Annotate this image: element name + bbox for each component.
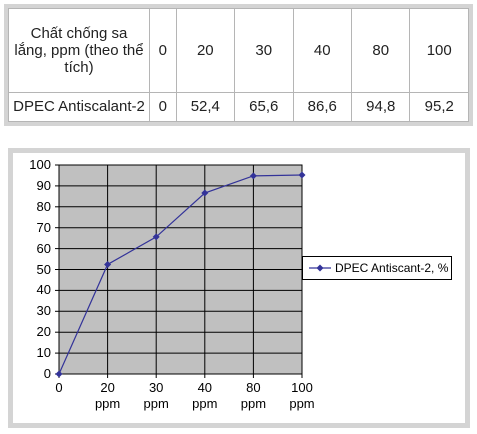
data-point <box>249 172 257 180</box>
table-cell: 0 <box>149 91 177 123</box>
y-tick-label: 40 <box>36 282 51 298</box>
chart-svg <box>55 164 306 378</box>
table-cell: 95,2 <box>409 91 469 123</box>
y-tick-label: 80 <box>36 198 51 214</box>
legend-label: DPEC Antiscant-2, % <box>335 261 449 275</box>
table-cell: 52,4 <box>175 91 236 123</box>
table-row: Chất chống sa lắng, ppm (theo thể tích) … <box>8 8 469 93</box>
legend: DPEC Antiscant-2, % <box>302 256 452 280</box>
table-frame: Chất chống sa lắng, ppm (theo thể tích) … <box>4 4 473 126</box>
data-point <box>201 189 209 197</box>
y-tick-label: 90 <box>36 177 51 193</box>
y-tick-label: 20 <box>36 324 51 340</box>
table-cell: 0 <box>149 8 177 93</box>
x-tick-label: 100 ppm <box>289 380 315 411</box>
data-point <box>298 171 306 179</box>
table-row: DPEC Antiscalant-2 0 52,4 65,6 86,6 94,8… <box>8 91 469 123</box>
table-cell: 94,8 <box>350 91 411 123</box>
chart: 0 10 20 30 40 50 60 70 80 90 100 0 20 ppm 30 ppm 40 pp… <box>8 148 470 428</box>
data-line <box>58 174 303 375</box>
x-tick-label: 80 ppm <box>240 380 267 411</box>
table-cell: 80 <box>350 8 411 93</box>
y-tick-label: 70 <box>36 219 51 235</box>
table-cell: 65,6 <box>234 91 294 123</box>
y-tick-label: 60 <box>36 240 51 256</box>
data-table: Chất chống sa lắng, ppm (theo thể tích) … <box>8 8 469 123</box>
legend-swatch <box>309 264 331 272</box>
y-tick-label: 0 <box>43 366 51 381</box>
table-cell: Chất chống sa lắng, ppm (theo thể tích) <box>8 8 150 93</box>
table-cell: 100 <box>409 8 469 93</box>
data-point <box>55 370 63 378</box>
data-point <box>104 260 112 268</box>
x-tick-label: 20 ppm <box>94 380 121 411</box>
y-tick-label: 50 <box>36 261 51 277</box>
table-cell: 20 <box>175 8 236 93</box>
y-tick-label: 10 <box>36 345 51 361</box>
table-cell: 30 <box>234 8 294 93</box>
data-point <box>152 233 160 241</box>
x-tick-label: 30 ppm <box>143 380 169 411</box>
table-cell: 40 <box>292 8 353 93</box>
x-tick-label: 0 <box>55 380 63 395</box>
y-tick-label: 30 <box>36 303 51 319</box>
table-cell: DPEC Antiscalant-2 <box>8 91 150 123</box>
x-tick-label: 40 ppm <box>192 380 218 411</box>
table-cell: 86,6 <box>292 91 353 123</box>
y-tick-label: 100 <box>29 157 51 172</box>
